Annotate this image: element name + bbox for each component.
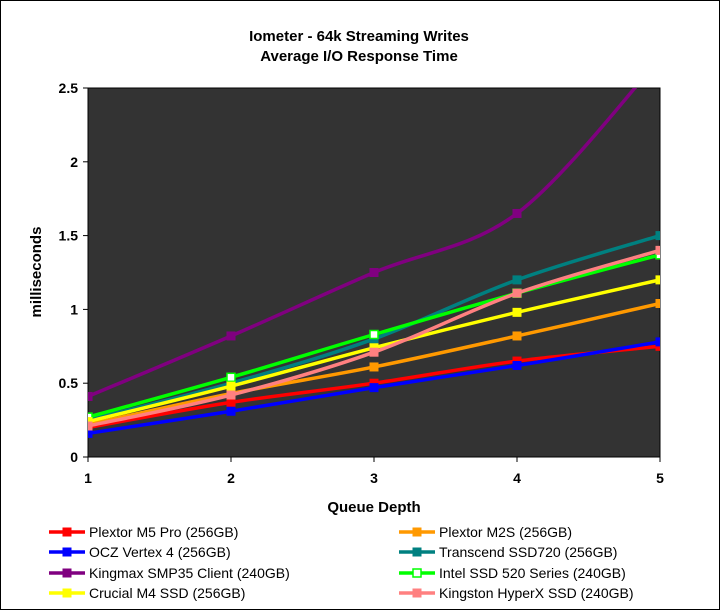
- y-tick-label: 2: [70, 154, 78, 170]
- x-tick-label: 2: [227, 470, 235, 486]
- data-point: [655, 298, 660, 308]
- legend-swatch-marker: [62, 547, 72, 557]
- legend-item-kingmax-smp35-client-240gb: Kingmax SMP35 Client (240GB): [49, 565, 290, 581]
- data-point: [512, 331, 522, 341]
- legend-item-intel-ssd-520-series-240gb: Intel SSD 520 Series (240GB): [399, 565, 626, 581]
- data-point: [88, 421, 93, 431]
- legend-label: Plextor M5 Pro (256GB): [89, 524, 238, 540]
- data-point: [369, 268, 379, 277]
- legend-label: Crucial M4 SSD (256GB): [89, 585, 245, 601]
- x-axis-label: Queue Depth: [327, 499, 420, 516]
- x-tick-label: 3: [370, 470, 378, 486]
- x-tick-label: 5: [656, 470, 664, 486]
- data-point: [655, 231, 660, 241]
- legend-label: Kingston HyperX SSD (240GB): [439, 585, 634, 601]
- data-point: [226, 381, 236, 391]
- data-point: [369, 347, 379, 357]
- x-tick-label: 1: [84, 470, 92, 486]
- y-tick-label: 0.5: [59, 375, 79, 391]
- data-point: [512, 288, 522, 298]
- legend-swatch-marker: [412, 588, 422, 598]
- legend-item-transcend-ssd720-256gb: Transcend SSD720 (256GB): [399, 544, 617, 560]
- data-point: [88, 428, 93, 438]
- data-point: [512, 208, 522, 218]
- legend-item-plextor-m2s-256gb: Plextor M2S (256GB): [399, 524, 572, 540]
- legend-label: Intel SSD 520 Series (240GB): [439, 565, 626, 581]
- legend-item-ocz-vertex-4-256gb: OCZ Vertex 4 (256GB): [49, 544, 231, 560]
- data-point: [512, 360, 522, 370]
- data-point: [512, 307, 522, 317]
- y-axis-label: milliseconds: [28, 227, 45, 318]
- legend-item-plextor-m5-pro-256gb: Plextor M5 Pro (256GB): [49, 524, 238, 540]
- y-tick-label: 1.5: [59, 228, 79, 244]
- legend-label: Plextor M2S (256GB): [439, 524, 572, 540]
- data-point: [655, 337, 660, 347]
- data-point: [369, 362, 379, 372]
- legend-label: Transcend SSD720 (256GB): [439, 544, 617, 560]
- legend-label: OCZ Vertex 4 (256GB): [89, 544, 231, 560]
- y-tick-label: 0: [70, 449, 78, 465]
- legend-item-crucial-m4-ssd-256gb: Crucial M4 SSD (256GB): [49, 585, 245, 601]
- x-tick-label: 4: [513, 470, 521, 486]
- data-point: [226, 397, 236, 407]
- chart-subtitle: Average I/O Response Time: [260, 48, 458, 65]
- legend-swatch-marker: [412, 527, 422, 537]
- data-point: [512, 275, 522, 285]
- data-point: [226, 406, 236, 416]
- legend-label: Kingmax SMP35 Client (240GB): [89, 565, 290, 581]
- y-tick-label: 2.5: [59, 80, 79, 96]
- legend-item-kingston-hyperx-ssd-240gb: Kingston HyperX SSD (240GB): [399, 585, 634, 601]
- y-tick-label: 1: [70, 301, 78, 317]
- data-point: [655, 275, 660, 285]
- chart-title: Iometer - 64k Streaming Writes: [249, 28, 469, 45]
- legend-swatch-marker: [62, 568, 72, 578]
- data-point: [369, 329, 379, 340]
- data-point: [226, 372, 236, 383]
- legend-swatch-marker: [412, 568, 422, 578]
- data-point: [226, 331, 236, 341]
- legend-swatch-marker: [412, 547, 422, 557]
- data-point: [655, 245, 660, 255]
- data-point: [88, 391, 93, 401]
- legend-swatch-marker: [62, 527, 72, 537]
- data-point: [226, 390, 236, 400]
- data-point: [369, 383, 379, 393]
- series-lines: [88, 88, 660, 438]
- legend-swatch-marker: [62, 588, 72, 598]
